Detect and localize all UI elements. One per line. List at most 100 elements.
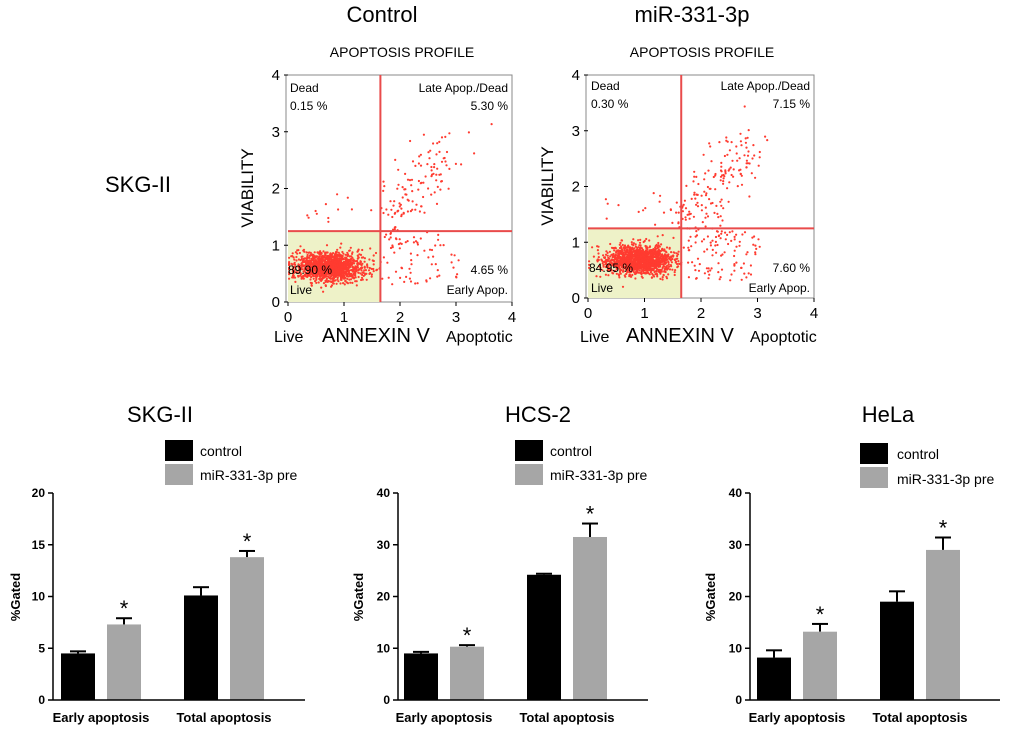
- flow-event-point: [757, 164, 760, 167]
- legend-swatch-mir331: [515, 464, 543, 485]
- flow-event-point: [704, 206, 707, 209]
- flow-event-point: [370, 275, 373, 278]
- flow-event-point: [436, 142, 439, 145]
- flow-event-point: [389, 232, 392, 235]
- flow-event-point: [410, 263, 413, 266]
- flow-event-point: [430, 175, 433, 178]
- flow-event-point: [419, 164, 423, 167]
- flow-event-point: [599, 275, 602, 278]
- y-tick-label: 20: [729, 590, 743, 604]
- flow-event-point: [420, 205, 423, 208]
- flow-event-point: [454, 162, 457, 165]
- flow-event-point: [315, 281, 318, 284]
- y-axis-label: VIABILITY: [538, 146, 557, 225]
- flow-event-point: [663, 258, 666, 261]
- flow-event-point: [610, 246, 614, 249]
- flow-event-point: [609, 255, 612, 258]
- flow-event-point: [649, 271, 653, 274]
- y-axis-label: %Gated: [351, 573, 366, 621]
- flow-event-point: [631, 256, 634, 259]
- flow-event-point: [314, 209, 317, 213]
- flow-event-point: [408, 179, 412, 182]
- flow-event-point: [429, 149, 432, 152]
- flow-event-point: [438, 150, 441, 153]
- flow-event-point: [678, 262, 681, 265]
- flow-event-point: [728, 231, 731, 234]
- flow-event-point: [622, 254, 625, 258]
- flow-event-point: [682, 203, 685, 206]
- bar-control: [404, 653, 438, 700]
- flow-event-point: [368, 258, 371, 261]
- flow-event-point: [716, 243, 719, 247]
- flow-event-point: [635, 265, 638, 268]
- flow-event-point: [340, 258, 343, 261]
- flow-event-point: [656, 235, 659, 238]
- flow-event-point: [689, 235, 692, 238]
- flow-event-point: [663, 248, 666, 251]
- flow-event-point: [677, 265, 680, 268]
- flow-event-point: [697, 182, 700, 186]
- flow-event-point: [748, 195, 751, 198]
- flow-event-point: [710, 267, 713, 270]
- flow-event-point: [685, 184, 688, 187]
- flow-event-point: [439, 188, 442, 191]
- flow-event-point: [638, 264, 641, 267]
- flow-event-point: [673, 251, 676, 254]
- x-axis-label: ANNEXIN V: [626, 325, 734, 347]
- flow-event-point: [665, 277, 669, 280]
- flow-event-point: [442, 244, 445, 247]
- flow-event-point: [621, 248, 624, 251]
- flow-event-point: [743, 154, 746, 157]
- flow-event-point: [305, 275, 308, 278]
- flow-event-point: [668, 268, 672, 271]
- flow-event-point: [381, 277, 384, 280]
- flow-event-point: [436, 185, 439, 188]
- flow-event-point: [659, 277, 662, 280]
- flow-event-point: [665, 258, 669, 261]
- x-category-label: Early apoptosis: [749, 710, 846, 725]
- flow-event-point: [370, 209, 373, 212]
- flow-event-point: [655, 265, 659, 268]
- x-category-label: Total apoptosis: [872, 710, 967, 725]
- flow-event-point: [642, 209, 645, 212]
- flow-event-point: [339, 282, 342, 285]
- flow-event-point: [693, 170, 696, 173]
- flow-event-point: [643, 258, 646, 261]
- flow-event-point: [445, 164, 448, 167]
- flow-event-point: [644, 207, 647, 210]
- flow-event-point: [744, 141, 748, 144]
- flow-event-point: [406, 240, 409, 243]
- flow-event-point: [733, 235, 736, 238]
- flow-event-point: [450, 261, 453, 264]
- flow-event-point: [673, 273, 676, 277]
- flow-event-point: [758, 150, 761, 154]
- flow-event-point: [622, 246, 625, 249]
- flow-event-point: [299, 245, 302, 248]
- flow-event-point: [302, 249, 305, 252]
- flow-event-point: [650, 276, 654, 279]
- y-tick-label: 0: [735, 693, 742, 707]
- flow-event-point: [397, 183, 400, 186]
- flow-event-point: [343, 283, 346, 286]
- flow-event-point: [745, 146, 748, 149]
- flow-event-point: [733, 263, 736, 266]
- flow-event-point: [310, 282, 313, 285]
- flow-event-point: [291, 263, 294, 266]
- flow-event-point: [639, 238, 642, 241]
- flow-event-point: [327, 279, 330, 283]
- flow-event-point: [447, 187, 450, 190]
- flow-panel-control: Control APOPTOSIS PROFILE SKG-II Dead 0.…: [105, 2, 516, 347]
- flow-event-point: [708, 198, 711, 201]
- flow-event-point: [399, 276, 402, 279]
- flow-event-point: [719, 215, 722, 218]
- flow-event-point: [408, 277, 411, 280]
- flow-event-point: [745, 276, 748, 279]
- flow-event-point: [743, 272, 746, 275]
- flow-event-point: [360, 276, 364, 279]
- flow-event-point: [667, 260, 670, 263]
- flow-event-point: [417, 188, 420, 191]
- flow-event-point: [636, 259, 639, 263]
- flow-event-point: [675, 211, 678, 214]
- flow-event-point: [724, 231, 727, 234]
- flow-event-point: [628, 246, 631, 249]
